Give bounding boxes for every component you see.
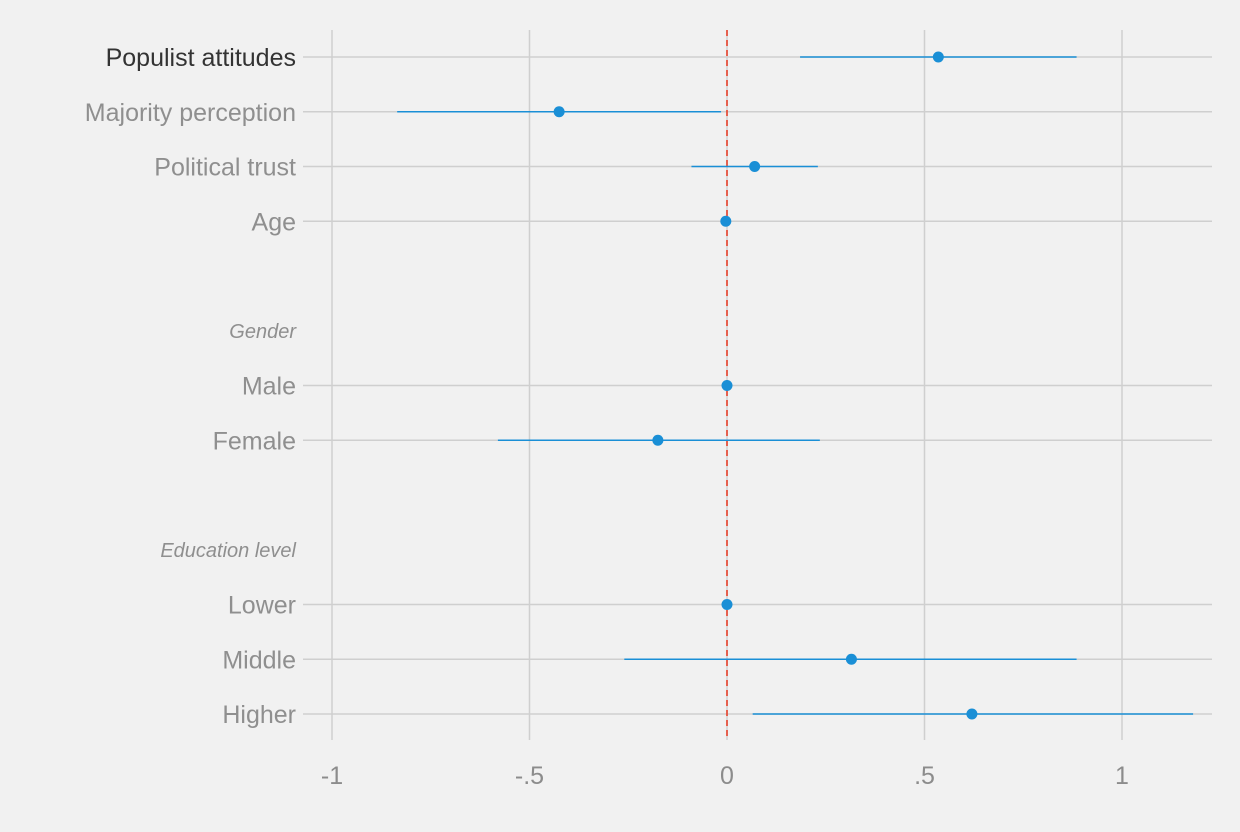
y-tick-label: Political trust [154,154,296,182]
group-header: Gender [229,321,297,343]
y-tick-label: Age [252,208,296,236]
point-estimate [966,708,978,720]
grid-layer [303,30,1212,740]
x-tick-label: -1 [321,762,343,790]
y-tick-label: Middle [222,646,296,674]
y-tick-label: Female [213,427,296,455]
y-tick-label: Male [242,373,296,401]
point-estimate [652,434,664,446]
x-tick-label: -.5 [515,762,544,790]
point-estimate [845,653,857,665]
y-tick-label: Majority perception [85,99,296,127]
y-tick-label: Populist attitudes [106,44,296,72]
x-tick-label: 1 [1115,762,1129,790]
y-tick-label: Lower [228,592,296,620]
point-estimate [553,106,565,118]
point-estimate [721,380,733,391]
point-estimate [721,599,733,610]
x-tick-label: .5 [914,762,935,790]
point-layer [553,51,978,720]
point-estimate [932,51,944,63]
x-label-layer: -1 -.5 0 .5 1 [321,762,1129,790]
group-header: Education level [160,540,296,562]
x-tick-label: 0 [720,762,734,790]
point-estimate [720,215,732,227]
y-tick-label: Higher [222,701,296,729]
point-estimate [749,161,761,172]
y-label-layer: Populist attitudes Majority perception Pol… [85,44,298,729]
